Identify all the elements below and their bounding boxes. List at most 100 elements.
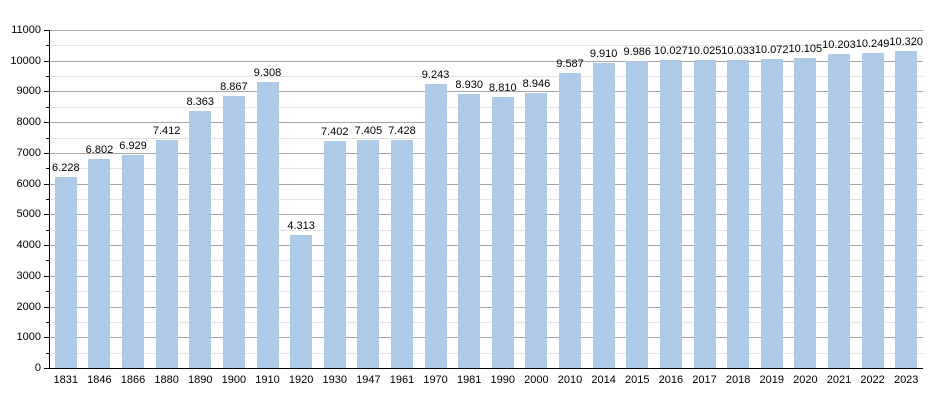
y-axis-tick-label: 2000 bbox=[16, 300, 41, 313]
bar-value-label: 9.243 bbox=[421, 68, 450, 81]
y-axis-tick-major bbox=[44, 60, 49, 62]
bar-1831 bbox=[54, 176, 77, 368]
x-axis-tick-label: 2022 bbox=[860, 374, 885, 386]
y-axis-tick-minor bbox=[46, 45, 49, 47]
y-axis-tick-major bbox=[44, 337, 49, 339]
bar-value-label: 8.363 bbox=[186, 96, 215, 109]
x-axis-tick-label: 2014 bbox=[591, 374, 616, 386]
y-gridline-major bbox=[49, 275, 923, 277]
y-axis-tick-label: 0 bbox=[34, 362, 41, 374]
y-gridline-minor bbox=[49, 321, 923, 323]
y-axis-tick-major bbox=[44, 368, 49, 369]
bar-1900 bbox=[222, 95, 245, 368]
x-axis-tick-label: 1930 bbox=[322, 374, 347, 386]
x-axis-tick-label: 2000 bbox=[524, 374, 549, 386]
bar-1880 bbox=[155, 140, 178, 368]
y-axis-tick-label: 9000 bbox=[16, 85, 41, 98]
bar-2019 bbox=[760, 58, 783, 368]
bar-2000 bbox=[525, 93, 548, 368]
y-gridline-major bbox=[49, 30, 923, 31]
bar-value-label: 8.810 bbox=[489, 82, 517, 95]
y-axis-tick-major bbox=[44, 306, 49, 308]
x-axis-tick-label: 2017 bbox=[692, 374, 717, 386]
x-axis-tick-label: 1920 bbox=[288, 374, 314, 386]
bar-value-label: 7.428 bbox=[388, 124, 416, 137]
x-axis-tick-label: 1866 bbox=[120, 374, 146, 386]
x-axis-tick-label: 1890 bbox=[188, 374, 213, 386]
bar-value-label: 9.587 bbox=[556, 58, 584, 71]
bar-2022 bbox=[861, 53, 884, 368]
x-axis-tick-label: 2021 bbox=[826, 374, 852, 386]
y-gridline-minor bbox=[49, 199, 923, 200]
bar-1846 bbox=[88, 158, 111, 368]
y-axis-tick-major bbox=[44, 122, 49, 124]
x-axis-tick-label: 2010 bbox=[557, 374, 583, 386]
bar-2021 bbox=[827, 54, 850, 368]
bar-value-label: 10.105 bbox=[788, 42, 823, 55]
bar-1947 bbox=[357, 140, 380, 368]
bar-1890 bbox=[189, 111, 212, 368]
x-axis-tick-label: 1831 bbox=[53, 374, 79, 386]
y-axis-tick-label: 7000 bbox=[16, 146, 41, 159]
y-gridline-major bbox=[49, 337, 923, 339]
x-axis-line bbox=[49, 368, 923, 369]
y-gridline-major bbox=[49, 183, 923, 185]
x-axis-tick-label: 1981 bbox=[456, 374, 482, 386]
bar-value-label: 10.033 bbox=[721, 44, 755, 57]
bar-2016 bbox=[659, 59, 682, 368]
y-gridline-minor bbox=[49, 291, 923, 293]
y-axis-tick-major bbox=[44, 183, 49, 185]
bar-value-label: 9.308 bbox=[253, 66, 282, 79]
y-axis-tick-label: 1000 bbox=[16, 331, 41, 344]
bar-2018 bbox=[727, 59, 750, 368]
bar-value-label: 8.946 bbox=[522, 78, 551, 91]
bar-1981 bbox=[458, 93, 481, 368]
x-axis-tick-label: 1846 bbox=[87, 374, 112, 386]
bar-2015 bbox=[626, 61, 649, 368]
bar-value-label: 6.802 bbox=[85, 143, 114, 156]
y-axis-tick-label: 11000 bbox=[11, 24, 41, 36]
y-gridline-major bbox=[49, 152, 923, 154]
bar-value-label: 10.203 bbox=[822, 39, 856, 52]
bar-value-label: 7.405 bbox=[354, 125, 383, 138]
y-axis-tick-minor bbox=[46, 229, 49, 231]
x-axis-tick-label: 2019 bbox=[759, 374, 784, 386]
y-axis-tick-minor bbox=[46, 199, 49, 200]
bar-value-label: 8.867 bbox=[220, 80, 248, 93]
x-axis-tick-label: 1900 bbox=[221, 374, 247, 386]
y-gridline-major bbox=[49, 60, 923, 62]
bar-value-label: 10.072 bbox=[754, 43, 789, 56]
y-gridline-minor bbox=[49, 45, 923, 47]
y-axis-tick-major bbox=[44, 152, 49, 154]
y-axis-tick-minor bbox=[46, 106, 49, 108]
bar-value-label: 9.986 bbox=[623, 46, 652, 59]
x-axis-tick-label: 2015 bbox=[625, 374, 650, 386]
bar-1910 bbox=[256, 81, 279, 368]
bar-2014 bbox=[592, 63, 615, 368]
x-axis-tick-label: 1947 bbox=[356, 374, 381, 386]
y-gridline-minor bbox=[49, 260, 923, 262]
y-axis-tick-label: 3000 bbox=[16, 269, 41, 282]
bar-value-label: 4.313 bbox=[287, 220, 315, 233]
bar-value-label: 10.320 bbox=[889, 35, 924, 48]
x-axis-tick-label: 1990 bbox=[490, 374, 516, 386]
bar-1970 bbox=[424, 83, 447, 368]
x-axis-tick-label: 1961 bbox=[389, 374, 415, 386]
bar-value-label: 6.929 bbox=[119, 140, 147, 153]
x-axis-tick-label: 1880 bbox=[154, 374, 179, 386]
y-axis-tick-label: 4000 bbox=[16, 239, 41, 252]
bar-value-label: 9.910 bbox=[589, 48, 618, 61]
bar-2017 bbox=[693, 59, 716, 368]
y-axis-tick-label: 10000 bbox=[10, 54, 41, 67]
y-axis-tick-minor bbox=[46, 321, 49, 323]
x-axis-tick-label: 1910 bbox=[255, 374, 280, 386]
y-axis-tick-minor bbox=[46, 76, 49, 78]
y-axis-tick-minor bbox=[46, 137, 49, 139]
y-gridline-major bbox=[49, 214, 923, 216]
bar-2023 bbox=[895, 50, 918, 368]
y-axis-tick-minor bbox=[46, 168, 49, 170]
bar-value-label: 7.402 bbox=[320, 125, 349, 138]
y-gridline-major bbox=[49, 91, 923, 93]
bar-value-label: 6.228 bbox=[52, 161, 80, 174]
